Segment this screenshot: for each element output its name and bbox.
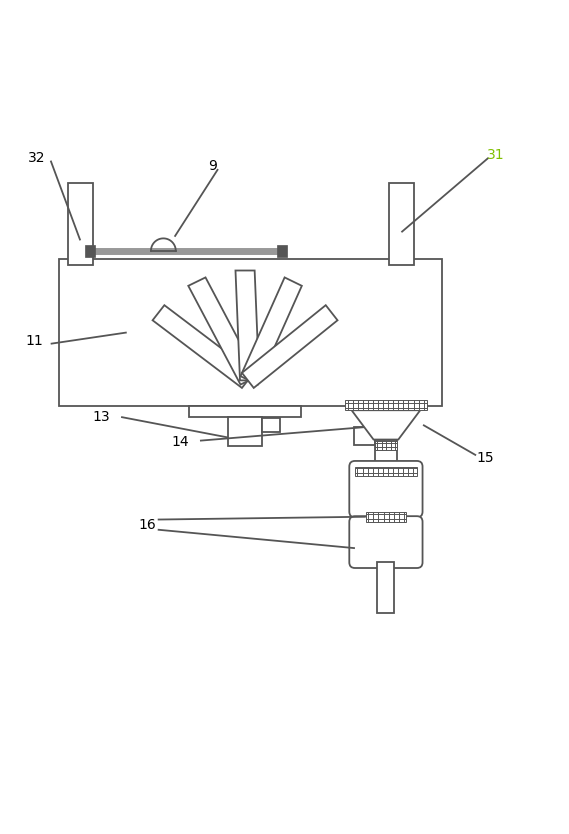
Bar [59, 259, 442, 405]
Bar [277, 244, 287, 257]
Polygon shape [241, 278, 302, 384]
Bar [377, 562, 394, 613]
Bar [354, 427, 375, 445]
Bar [375, 440, 397, 466]
Polygon shape [352, 410, 420, 440]
Bar [375, 440, 397, 450]
FancyBboxPatch shape [349, 516, 423, 568]
Bar [68, 183, 93, 265]
Bar [366, 511, 406, 522]
Bar [228, 417, 262, 446]
Bar [85, 244, 95, 257]
FancyBboxPatch shape [349, 461, 423, 517]
Bar [262, 418, 280, 432]
Bar [389, 183, 414, 265]
Bar [345, 400, 427, 410]
Bar [355, 466, 417, 475]
Text: 31: 31 [487, 148, 505, 162]
Text: 15: 15 [476, 450, 494, 465]
Bar [189, 405, 302, 417]
Text: 13: 13 [93, 410, 110, 424]
Polygon shape [236, 270, 259, 380]
Polygon shape [242, 305, 337, 388]
Text: 16: 16 [138, 518, 156, 532]
Text: 9: 9 [208, 159, 217, 173]
Polygon shape [152, 305, 254, 388]
Polygon shape [188, 278, 258, 384]
Text: 11: 11 [25, 334, 43, 348]
Text: 32: 32 [28, 151, 46, 165]
Text: 14: 14 [172, 435, 189, 450]
